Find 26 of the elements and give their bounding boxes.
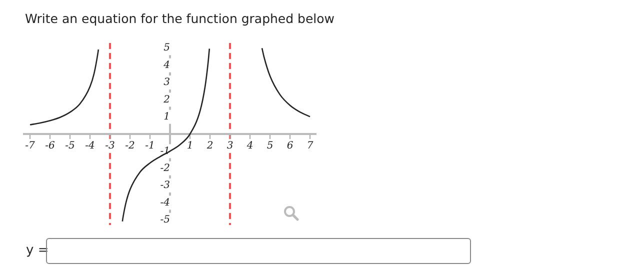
x-tick-label: -6 — [45, 140, 56, 152]
y-tick-label: 1 — [164, 111, 170, 122]
y-tick-label: 2 — [162, 94, 170, 106]
x-tick-label: 6 — [286, 140, 294, 152]
x-tick-label: -2 — [125, 140, 135, 152]
x-tick-label: 4 — [246, 140, 254, 152]
y-tick-label: 4 — [162, 60, 170, 71]
x-tick-label: -3 — [105, 140, 115, 152]
x-tick-label: 5 — [266, 140, 274, 152]
x-tick-label: 2 — [206, 140, 214, 152]
y-tick-label: -2 — [160, 162, 170, 174]
y-tick-label: 3 — [164, 77, 170, 88]
x-tick-label: 1 — [186, 140, 194, 152]
chart-title: Write an equation for the function graphed below — [25, 11, 334, 26]
x-tick-label: 7 — [306, 140, 314, 152]
x-tick-label: -1 — [145, 140, 155, 152]
y-tick-label: -5 — [160, 214, 170, 226]
x-tick-label: 3 — [226, 140, 234, 152]
x-tick-label: -7 — [25, 140, 36, 152]
y-tick-label: -4 — [160, 197, 170, 208]
y-tick-label: 5 — [164, 42, 170, 54]
line-series — [29, 48, 100, 126]
x-tick-label: -4 — [85, 140, 95, 152]
x-tick-label: -5 — [65, 140, 75, 152]
line-series — [261, 48, 311, 118]
y-tick-label: -3 — [160, 180, 170, 192]
